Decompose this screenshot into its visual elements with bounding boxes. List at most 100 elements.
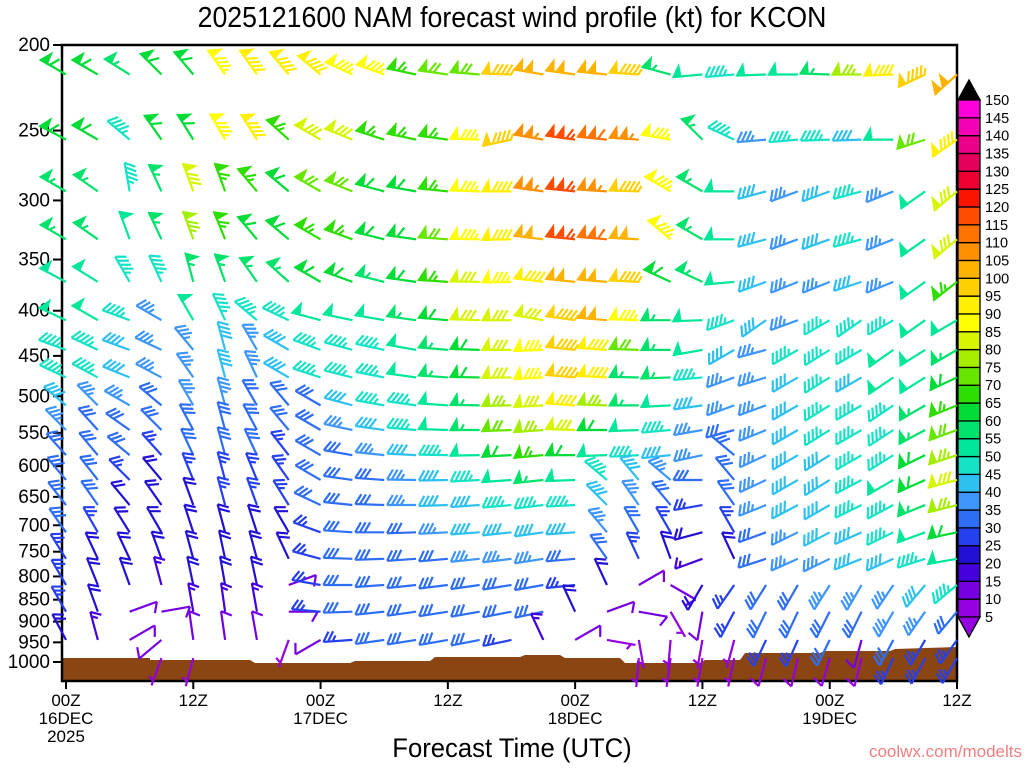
wind-barb xyxy=(928,423,958,442)
wind-barb xyxy=(181,162,202,192)
barb-staff xyxy=(672,469,703,482)
barb-staff xyxy=(449,576,480,591)
wind-barb xyxy=(722,639,736,669)
wind-barb xyxy=(187,582,200,612)
wind-barb xyxy=(216,348,233,378)
barb-staff xyxy=(118,556,133,586)
barb-staff xyxy=(47,479,67,506)
wind-barb xyxy=(78,429,99,456)
barb-staff xyxy=(354,467,385,482)
wind-barb-field xyxy=(37,48,958,688)
wind-barb xyxy=(136,639,163,660)
wind-barb xyxy=(831,129,862,142)
wind-barb xyxy=(737,275,767,293)
barb-staff xyxy=(417,469,448,482)
barb-staff xyxy=(809,639,831,667)
barb-staff xyxy=(323,414,353,432)
wind-barb xyxy=(177,379,195,406)
wind-barb xyxy=(385,222,417,241)
barb-staff xyxy=(140,405,163,431)
barb-staff xyxy=(625,531,641,560)
wind-barb xyxy=(46,454,67,481)
barb-staff xyxy=(72,304,99,322)
barb-staff xyxy=(418,370,448,379)
barb-staff xyxy=(176,114,195,141)
barb-staff xyxy=(737,553,767,569)
wind-barb xyxy=(835,373,863,393)
wind-barb xyxy=(576,442,608,458)
colorbar-label: 135 xyxy=(985,146,1009,162)
wind-barb xyxy=(639,122,671,141)
wind-barb xyxy=(480,60,516,76)
wind-barb xyxy=(737,527,767,544)
colorbar-segment xyxy=(957,384,981,404)
barb-staff xyxy=(736,183,767,200)
wind-barb xyxy=(354,54,386,76)
wind-barb xyxy=(512,469,544,485)
wind-barb xyxy=(801,232,831,251)
wind-barb xyxy=(771,476,799,496)
wind-barb xyxy=(770,529,799,547)
barb-staff xyxy=(218,529,232,560)
barb-staff xyxy=(450,228,480,241)
barb-staff xyxy=(740,317,767,338)
barb-staff xyxy=(803,316,831,336)
wind-barb xyxy=(38,331,67,351)
colorbar-under-arrow xyxy=(956,616,982,639)
barb-staff xyxy=(934,234,958,259)
wind-barb xyxy=(138,381,163,407)
barb-staff xyxy=(934,186,958,211)
barb-staff xyxy=(801,277,831,294)
wind-barb xyxy=(212,211,230,240)
barb-pennant xyxy=(735,61,746,77)
wind-barb xyxy=(51,613,67,641)
wind-barb xyxy=(38,168,67,193)
barb-staff xyxy=(323,388,353,407)
barb-pennant xyxy=(480,226,491,241)
barb-staff xyxy=(866,527,894,547)
wind-barb xyxy=(647,456,672,481)
wind-barb xyxy=(173,324,195,351)
barb-pennant xyxy=(480,417,491,433)
colorbar-label: 80 xyxy=(985,343,1001,359)
wind-barb xyxy=(385,56,417,76)
barb-staff xyxy=(387,311,417,322)
barb-staff xyxy=(609,133,639,141)
barb-staff xyxy=(418,427,448,432)
barb-staff xyxy=(577,394,608,407)
barb-staff xyxy=(867,479,894,496)
barb-staff xyxy=(872,611,895,638)
wind-barb xyxy=(322,520,353,534)
wind-barb xyxy=(243,427,261,456)
wind-barb xyxy=(512,337,544,353)
barb-staff xyxy=(711,431,735,456)
barb-staff xyxy=(898,476,926,493)
barb-staff xyxy=(270,429,290,456)
wind-barb xyxy=(803,373,831,394)
wind-barb xyxy=(736,183,767,200)
wind-barb xyxy=(386,391,417,407)
barb-pennant xyxy=(639,364,650,380)
wind-barb xyxy=(675,168,703,193)
wind-barb xyxy=(576,58,608,76)
colorbar-segment xyxy=(957,545,981,565)
wind-barb xyxy=(871,584,895,610)
barb-staff xyxy=(714,454,736,481)
barb-staff xyxy=(418,342,448,351)
barb-staff xyxy=(323,333,353,351)
barb-staff xyxy=(450,603,480,618)
barb-pennant xyxy=(448,125,459,141)
wind-barb xyxy=(385,361,417,379)
wind-barb xyxy=(294,433,322,457)
barb-staff xyxy=(173,51,195,76)
barb-staff xyxy=(355,314,385,322)
colorbar-segment xyxy=(957,259,981,279)
barb-pennant xyxy=(480,468,491,484)
barb-staff xyxy=(266,261,290,283)
wind-barb xyxy=(744,584,768,611)
wind-barb xyxy=(353,220,385,241)
barb-staff xyxy=(146,506,163,533)
wind-barb xyxy=(749,657,768,687)
wind-barb xyxy=(238,48,266,76)
wind-barb xyxy=(803,401,831,422)
